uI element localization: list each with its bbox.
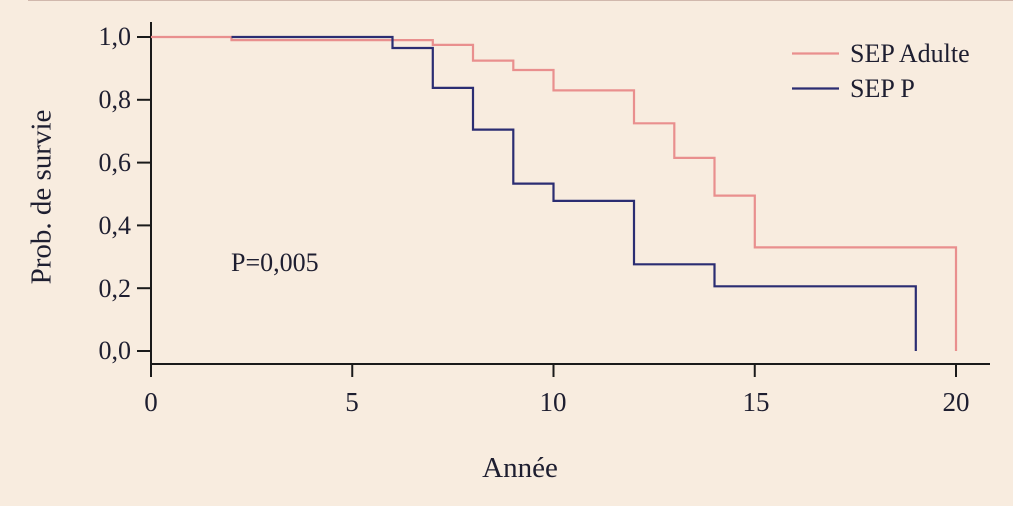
y-tick-label-0.6: 0,6 [98, 148, 132, 177]
y-tick-label-0.2: 0,2 [98, 274, 132, 303]
y-tick-label-0.4: 0,4 [98, 211, 132, 240]
y-tick-label-0.0: 0,0 [98, 336, 132, 365]
x-tick-label-10: 10 [539, 387, 567, 417]
x-tick-label-5: 5 [345, 387, 359, 417]
y-tick-label-1.0: 1,0 [98, 22, 132, 51]
top-border-line [28, 0, 1013, 1]
x-tick-label-0: 0 [144, 387, 158, 417]
p-value-annotation: P=0,005 [231, 248, 319, 277]
y-axis-title: Prob. de survie [25, 109, 58, 285]
x-tick-label-20: 20 [942, 387, 970, 417]
x-axis-title: Année [482, 452, 558, 484]
x-tick-label-15: 15 [742, 387, 770, 417]
legend-label-sep-p: SEP P [850, 74, 915, 103]
y-tick-label-0.8: 0,8 [98, 85, 132, 114]
legend-label-sep-adulte: SEP Adulte [850, 39, 970, 68]
